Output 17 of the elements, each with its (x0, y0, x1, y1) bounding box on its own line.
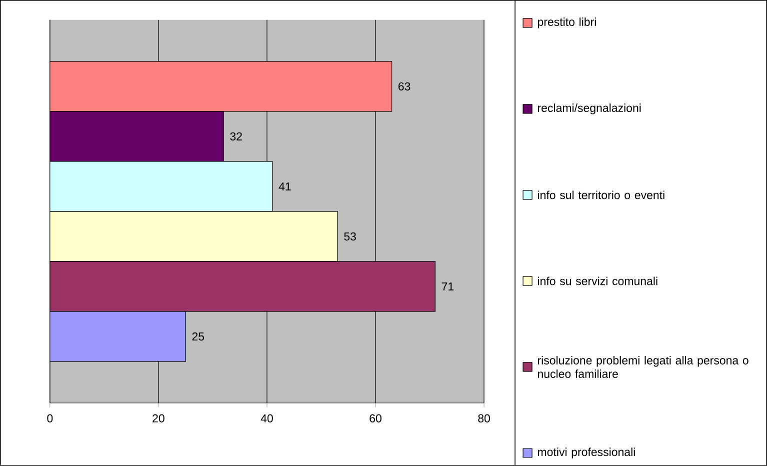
x-tick-label: 60 (370, 414, 382, 422)
legend-label: info su servizi comunali (538, 276, 658, 286)
data-label: 53 (344, 232, 356, 241)
data-label: 25 (192, 332, 204, 341)
legend-label: prestito libri (538, 18, 596, 28)
x-tick-label: 40 (260, 414, 273, 422)
x-tick-label: 20 (152, 414, 164, 422)
data-label: 32 (230, 132, 242, 141)
data-label: 63 (398, 82, 410, 91)
data-label: 71 (442, 282, 454, 290)
legend-label: risoluzione problemi legati alla persona o nucleo familiare (538, 356, 748, 378)
data-label: 41 (278, 182, 291, 190)
x-tick-label: 0 (47, 414, 53, 422)
legend-label: info sul territorio o eventi (538, 190, 664, 200)
legend-label: reclami/segnalazioni (538, 104, 641, 114)
legend-label: motivi professionali (538, 448, 635, 458)
x-tick-label: 80 (478, 414, 490, 422)
